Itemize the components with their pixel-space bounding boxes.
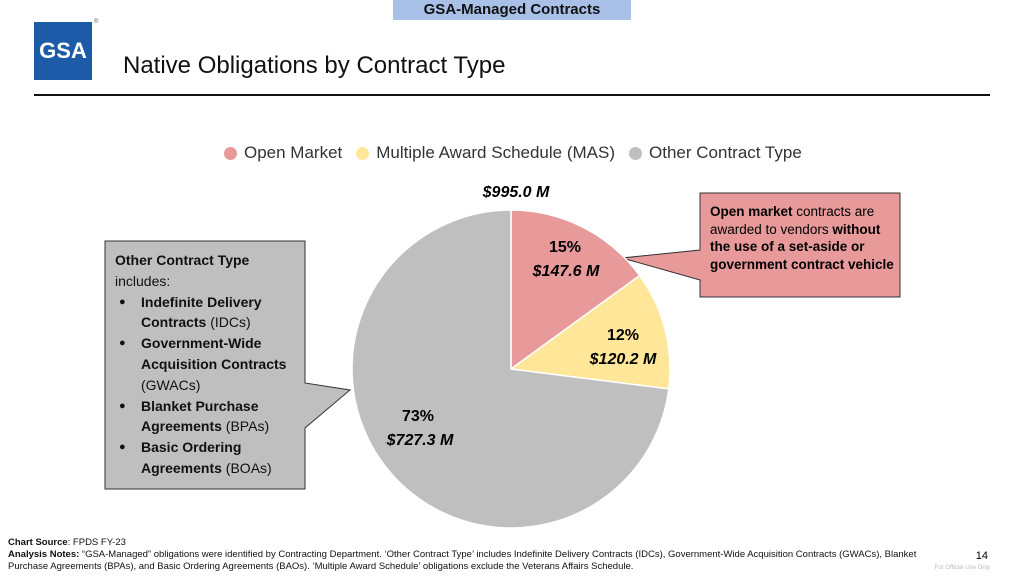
notes-label: Analysis Notes:: [8, 549, 80, 560]
other-contract-type-callout: Other Contract Type includes: Indefinite…: [115, 250, 295, 479]
item-abbrev: (GWACs): [141, 376, 201, 393]
item-bold: Basic Ordering Agreements: [141, 439, 242, 476]
item-abbrev: (BOAs): [221, 459, 272, 476]
callout-list-item: Blanket Purchase Agreements (BPAs): [115, 396, 295, 438]
callout-bold-2: without the use of a set-aside or govern…: [710, 221, 894, 272]
pie-slice: [510, 209, 641, 371]
callout-heading: Other Contract Type: [115, 252, 250, 268]
legend-swatch: [629, 146, 643, 160]
legend-item: Other Contract Type: [629, 143, 802, 163]
callout-list-item: Government-Wide Acquisition Contracts (G…: [115, 333, 295, 395]
source-label: Chart Source: [8, 537, 68, 548]
legend-item: Open Market: [224, 143, 342, 163]
open-market-callout: Open market contracts are awarded to ven…: [710, 203, 895, 273]
item-abbrev: (BPAs): [221, 418, 270, 435]
source-text: : FPDS FY-23: [67, 537, 126, 548]
page-number: 14: [975, 550, 988, 562]
item-bold: Government-Wide Acquisition Contracts: [141, 335, 287, 372]
title-divider: [34, 94, 990, 96]
data-label: 12%: [607, 327, 639, 344]
callout-list-item: Indefinite Delivery Contracts (IDCs): [115, 292, 295, 334]
pie-slice: [509, 274, 671, 390]
footer-notes: Chart Source: FPDS FY-23 Analysis Notes:…: [8, 537, 928, 573]
callout-text: contracts are awarded to vendors: [710, 204, 875, 237]
section-banner: GSA-Managed Contracts: [393, 0, 631, 20]
notes-text: “GSA-Managed” obligations were identifie…: [8, 549, 917, 572]
pie-slice: [351, 209, 670, 529]
total-label: $995.0 M: [482, 184, 550, 201]
item-abbrev: (IDCs): [206, 314, 251, 331]
legend-item: Multiple Award Schedule (MAS): [356, 143, 615, 163]
data-label: $147.6 M: [532, 263, 600, 280]
legend-label: Multiple Award Schedule (MAS): [376, 143, 616, 162]
registered-mark: ®: [94, 19, 99, 25]
callout-list-item: Basic Ordering Agreements (BOAs): [115, 437, 295, 479]
data-label: 73%: [402, 408, 434, 425]
data-label: $727.3 M: [386, 432, 454, 449]
item-bold: Blanket Purchase Agreements: [141, 397, 259, 435]
legend-swatch: [224, 146, 237, 160]
classification-label: For Official Use Only: [934, 565, 990, 571]
chart-legend: Open Market Multiple Award Schedule (MAS)…: [224, 143, 802, 163]
legend-label: Other Contract Type: [649, 143, 802, 162]
right-callout-box: [621, 192, 901, 298]
page-title: Native Obligations by Contract Type: [123, 52, 506, 79]
item-bold: Indefinite Delivery Contracts: [141, 293, 262, 331]
gsa-logo: GSA: [34, 22, 92, 80]
callout-bold-1: Open market: [710, 204, 793, 219]
data-label: $120.2 M: [589, 351, 657, 368]
callout-intro: includes:: [115, 272, 171, 289]
legend-swatch: [356, 146, 370, 160]
legend-label: Open Market: [244, 143, 343, 162]
data-label: 15%: [549, 239, 581, 256]
